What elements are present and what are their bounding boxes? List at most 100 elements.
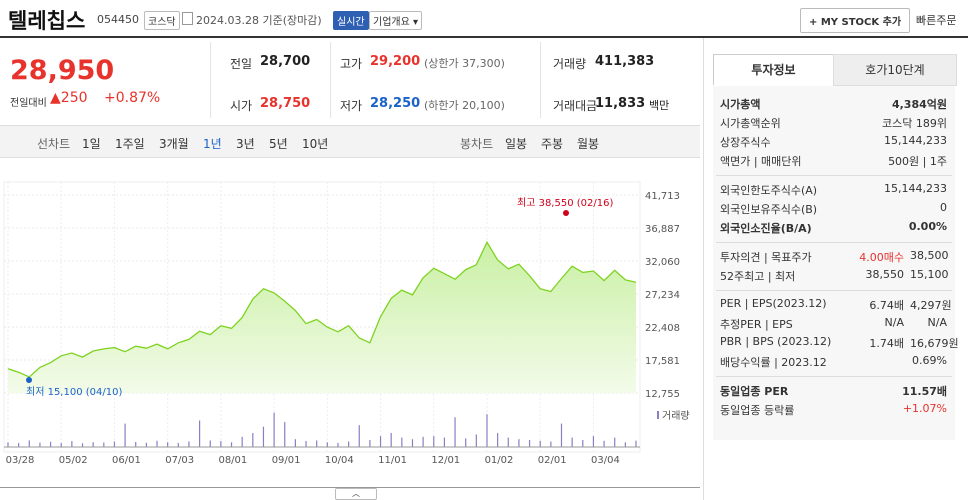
x-tick-label: 02/01 bbox=[538, 455, 567, 466]
info-label: PER | EPS(2023.12) bbox=[720, 297, 827, 310]
realtime-badge[interactable]: 실시간 bbox=[333, 11, 369, 30]
y-tick-label: 12,755 bbox=[645, 389, 680, 400]
volume-bar bbox=[284, 422, 286, 447]
quote-value: 28,700 bbox=[260, 54, 311, 69]
volume-bar bbox=[230, 442, 233, 447]
collapse-button[interactable]: ︿ bbox=[335, 488, 377, 500]
volume-bar bbox=[369, 439, 371, 447]
overview-button[interactable]: 기업개요 ▾ bbox=[369, 11, 423, 30]
x-tick-label: 01/02 bbox=[485, 455, 514, 466]
period-tab[interactable]: 10년 bbox=[302, 137, 329, 151]
info-label: 상장주식수 bbox=[720, 136, 771, 149]
volume-bar bbox=[167, 442, 169, 447]
y-tick-label: 22,408 bbox=[645, 323, 680, 334]
quote-label: 전일 bbox=[230, 57, 253, 71]
x-tick-label: 08/01 bbox=[218, 455, 247, 466]
annotation: 최저 15,100 (04/10) bbox=[26, 386, 122, 398]
volume-bar bbox=[411, 439, 414, 447]
info-tab-active[interactable]: 투자정보 bbox=[713, 54, 834, 85]
period-tab[interactable]: 1년 bbox=[203, 137, 222, 151]
quote-value: 411,383 bbox=[595, 54, 655, 69]
y-tick-label: 27,234 bbox=[645, 290, 680, 301]
y-tick-label: 41,713 bbox=[645, 191, 680, 202]
period-tab[interactable]: 1일 bbox=[82, 137, 101, 151]
info-label: 동일업종 PER bbox=[720, 385, 789, 398]
quote-note: (상한가 37,300) bbox=[424, 57, 505, 70]
info-label: 외국인보유주식수(B) bbox=[720, 203, 818, 216]
volume-bar bbox=[177, 442, 179, 447]
volume-bar bbox=[7, 442, 9, 447]
change-value: 250 bbox=[60, 90, 88, 106]
chart: 41,713 36,887 32,060 27,234 22,408 17,581 12,7… bbox=[3, 181, 690, 466]
candle-tab[interactable]: 주봉 bbox=[541, 137, 564, 151]
stock-code: 054450 bbox=[97, 13, 139, 26]
quick-order[interactable]: 빠른주문 bbox=[916, 14, 957, 27]
period-tab[interactable]: 3개월 bbox=[159, 137, 189, 151]
volume-bar bbox=[241, 436, 243, 447]
info-value: 0 bbox=[940, 201, 947, 214]
info-label: 외국인한도주식수(A) bbox=[720, 184, 818, 197]
x-tick-label: 09/01 bbox=[272, 455, 301, 466]
quote-divider bbox=[540, 42, 541, 118]
volume-bar bbox=[326, 442, 328, 447]
candle-tab[interactable]: 일봉 bbox=[505, 137, 528, 151]
volume-bar bbox=[156, 440, 158, 447]
info-value: 코스닥 189위 bbox=[882, 117, 947, 130]
quote-note: (하한가 20,100) bbox=[424, 99, 505, 112]
info-value2: 16,679원 bbox=[910, 337, 959, 350]
price-area bbox=[8, 242, 636, 393]
info-value: 0.00% bbox=[908, 220, 947, 233]
volume-bar bbox=[305, 441, 307, 447]
quote-value: 29,200 bbox=[370, 54, 421, 69]
overview-text: 기업개요 bbox=[373, 17, 410, 28]
info-value: 38,550 bbox=[865, 268, 905, 281]
candle-tab[interactable]: 월봉 bbox=[577, 137, 600, 151]
annotation-dot bbox=[26, 377, 32, 383]
volume-bar bbox=[454, 417, 456, 447]
volume-bar bbox=[209, 440, 211, 447]
info-bg bbox=[713, 86, 955, 440]
mystock-button[interactable]: + MY STOCK 추가 bbox=[800, 8, 911, 33]
base-date: 2024.03.28 기준(장마감) bbox=[196, 14, 322, 27]
volume-bar bbox=[294, 439, 296, 447]
volume-bar bbox=[348, 441, 350, 447]
quote-label: 고가 bbox=[340, 57, 363, 71]
chart-bottom-rule bbox=[0, 487, 700, 488]
volume-bar bbox=[624, 442, 626, 447]
volume-bar bbox=[337, 442, 339, 447]
info-value: 6.74배 bbox=[869, 299, 904, 312]
volume-bar bbox=[135, 442, 137, 447]
volume-bar bbox=[475, 434, 477, 447]
volume-bar bbox=[49, 441, 52, 447]
info-label: 외국인소진율(B/A) bbox=[720, 222, 812, 235]
info-value2: N/A bbox=[927, 316, 947, 329]
volume-bar bbox=[592, 436, 595, 447]
period-tab[interactable]: 3년 bbox=[236, 137, 255, 151]
info-label: 시가총액 bbox=[720, 98, 761, 111]
volume-bar bbox=[39, 442, 41, 447]
divider bbox=[703, 38, 704, 500]
info-tab[interactable]: 호가10단계 bbox=[833, 54, 957, 86]
volume-bar bbox=[422, 436, 424, 447]
info-label: 52주최고 | 최저 bbox=[720, 270, 796, 283]
volume-bar bbox=[220, 441, 222, 447]
info-label: 액면가 | 매매단위 bbox=[720, 155, 802, 168]
volume-bar bbox=[603, 440, 605, 447]
volume-legend: 거래량 bbox=[662, 410, 690, 422]
change-label: 전일대비 bbox=[10, 98, 47, 109]
volume-bar bbox=[262, 426, 265, 447]
info-value2: 4,297원 bbox=[910, 299, 952, 312]
period-tab[interactable]: 5년 bbox=[269, 137, 288, 151]
info-value: N/A bbox=[884, 316, 904, 329]
volume-bar bbox=[401, 437, 403, 447]
volume-bar bbox=[252, 432, 254, 447]
volume-bar bbox=[60, 442, 62, 447]
info-value: 15,144,233 bbox=[884, 134, 947, 147]
annotation: 최고 38,550 (02/16) bbox=[517, 197, 613, 209]
x-tick-label: 11/01 bbox=[378, 455, 407, 466]
x-tick-label: 03/04 bbox=[591, 455, 620, 466]
period-tab[interactable]: 1주일 bbox=[115, 137, 145, 151]
info-divider bbox=[716, 290, 952, 291]
x-tick-label: 03/28 bbox=[6, 455, 35, 466]
volume-bar bbox=[571, 437, 573, 447]
